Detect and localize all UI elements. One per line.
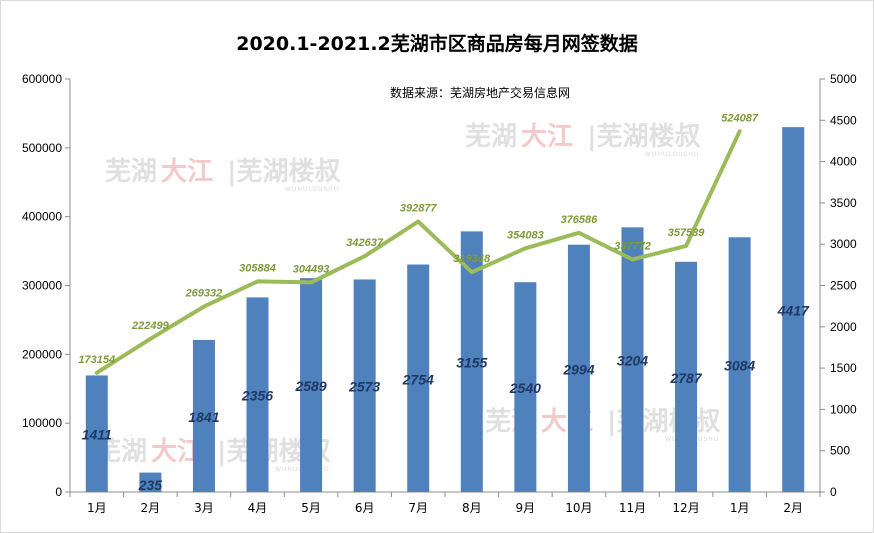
category-label: 2月 (141, 501, 161, 515)
bar-value-label: 2994 (562, 361, 594, 377)
data-source-note: 数据来源：芜湖房地产交易信息网 (390, 85, 570, 100)
category-label: 6月 (355, 501, 375, 515)
line-value-label: 319348 (453, 253, 491, 265)
left-tick-label: 200000 (22, 347, 62, 361)
right-tick-label: 500 (830, 444, 850, 458)
right-tick-label: 3000 (830, 237, 857, 251)
bar (567, 244, 590, 492)
bar-value-label: 3084 (724, 358, 755, 374)
right-tick-label: 3500 (830, 196, 857, 210)
category-label: 9月 (516, 501, 536, 515)
watermark-subtext: WUHULOUSHU (645, 151, 699, 158)
right-tick-label: 5000 (830, 72, 857, 86)
bar-value-label: 2573 (348, 379, 380, 395)
bar-value-label: 2754 (402, 371, 434, 387)
line-value-label: 305884 (239, 262, 276, 274)
category-label: 2月 (783, 501, 803, 515)
data-labels: 1411 235 1841 2356 2589 2573 2754 3155 2540 2994 3… (78, 112, 810, 493)
left-tick-label: 0 (55, 485, 62, 499)
line-value-label: 354083 (507, 229, 544, 241)
right-tick-label: 0 (830, 485, 837, 499)
chart-title: 2020.1-2021.2芜湖市区商品房每月网签数据 (236, 32, 638, 55)
bar-value-label: 2589 (294, 378, 326, 394)
right-tick-label: 1500 (830, 361, 857, 375)
bar (353, 279, 376, 492)
line-value-label: 524087 (721, 112, 759, 124)
right-tick-label: 2500 (830, 279, 857, 293)
bar (407, 264, 430, 492)
bar-value-label: 235 (138, 477, 163, 493)
category-label: 12月 (672, 501, 699, 515)
watermark-text: 芜湖 (465, 122, 517, 152)
bar (85, 375, 108, 492)
left-tick-label: 600000 (22, 72, 62, 86)
bar (300, 278, 323, 492)
line-value-label: 304493 (293, 263, 330, 275)
left-tick-label: 500000 (22, 141, 62, 155)
category-label: 1月 (87, 501, 107, 515)
bar (621, 227, 644, 492)
bar-value-label: 2356 (241, 388, 273, 404)
bar (514, 282, 537, 492)
watermark-text: 大江 (161, 157, 213, 187)
category-label: 5月 (301, 501, 321, 515)
watermark-text: 芜湖 (105, 157, 157, 187)
right-tick-label: 4500 (830, 113, 857, 127)
line-series (94, 129, 742, 375)
bar (782, 127, 805, 493)
category-label: 10月 (565, 501, 592, 515)
category-label: 8月 (462, 501, 482, 515)
line-value-label: 357539 (668, 227, 706, 239)
left-tick-label: 300000 (22, 279, 62, 293)
watermark-logo: 芜湖大江 |芜湖楼叔WUHULOUSHU (465, 122, 701, 158)
line-value-label: 376586 (561, 214, 599, 226)
axes: 0 100000 200000 300000 400000 500000 600000 0 50… (22, 72, 857, 515)
bar-series (85, 127, 805, 493)
watermark-text: |芜湖楼叔 (227, 157, 341, 187)
line-value-label: 392877 (400, 203, 438, 215)
bar-value-label: 2540 (509, 380, 541, 396)
left-tick-label: 100000 (22, 416, 62, 430)
bar-value-label: 2787 (669, 370, 702, 386)
bar (728, 237, 751, 492)
left-tick-label: 400000 (22, 210, 62, 224)
bar (192, 339, 215, 492)
line-value-label: 269332 (185, 288, 223, 300)
line-value-label: 222499 (131, 320, 170, 332)
watermark-text: |芜湖楼叔 (587, 122, 701, 152)
bar (246, 297, 269, 492)
bar-value-label: 4417 (777, 303, 810, 319)
category-label: 1月 (730, 501, 750, 515)
watermark-logo: 芜湖大江 |芜湖楼叔WUHULOUSHU (105, 157, 341, 193)
bar (139, 472, 162, 492)
bar-value-label: 1841 (188, 409, 219, 425)
category-label: 11月 (619, 501, 646, 515)
bar-value-label: 3155 (456, 355, 487, 371)
right-tick-label: 4000 (830, 155, 857, 169)
category-label: 7月 (408, 501, 428, 515)
bar (675, 261, 698, 492)
line-value-label: 173154 (78, 354, 115, 366)
line-value-label: 337772 (614, 241, 651, 253)
bar-value-label: 3204 (617, 353, 648, 369)
right-tick-label: 1000 (830, 402, 857, 416)
category-label: 3月 (194, 501, 214, 515)
watermark-text: 大江 (521, 122, 573, 152)
right-tick-label: 2000 (830, 320, 857, 334)
bar (460, 231, 483, 492)
bar-value-label: 1411 (82, 427, 112, 443)
line-value-label: 342637 (346, 237, 384, 249)
watermark-subtext: WUHULOUSHU (285, 186, 339, 193)
category-label: 4月 (248, 501, 268, 515)
